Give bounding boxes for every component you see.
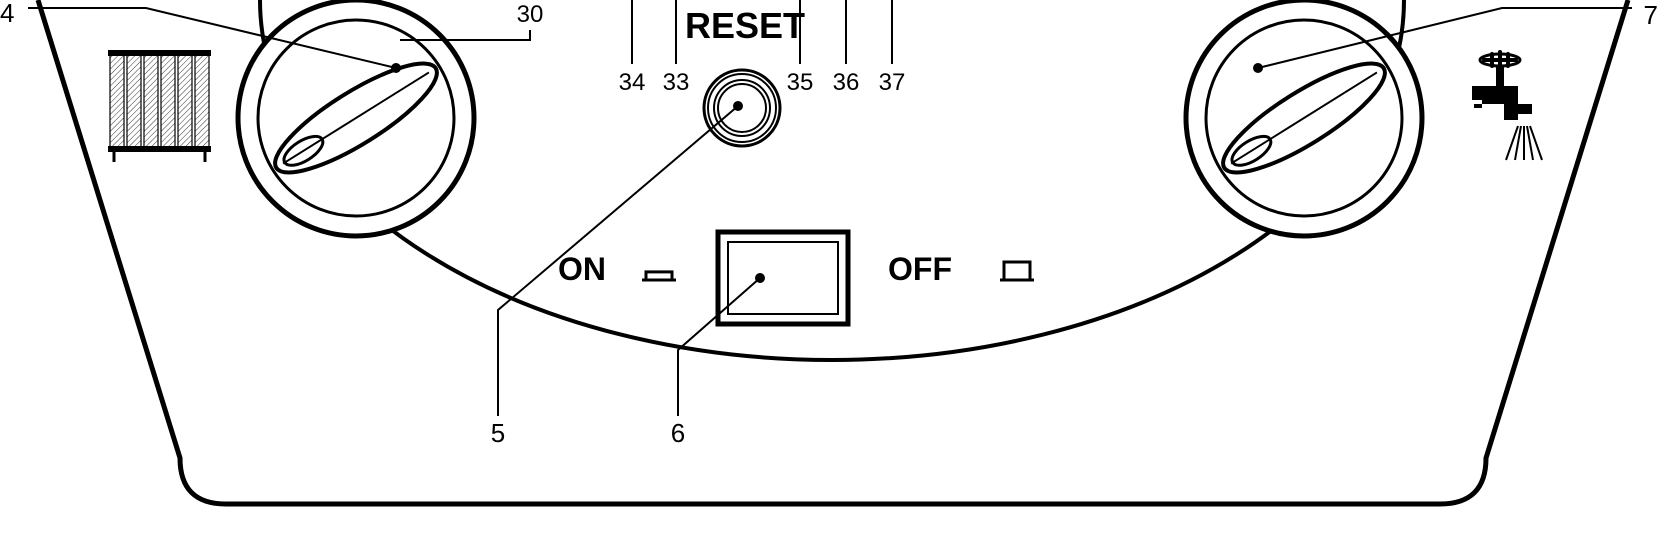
off-label: OFF — [888, 251, 952, 287]
callout-7: 7 — [1644, 0, 1658, 30]
reset-label: RESET — [685, 5, 805, 46]
callout-34: 34 — [619, 69, 646, 96]
callout-35: 35 — [787, 69, 814, 96]
leader-line — [498, 106, 738, 416]
callout-6: 6 — [671, 418, 685, 448]
callout-37: 37 — [879, 69, 906, 96]
callout-5: 5 — [491, 418, 505, 448]
leader-dot — [755, 273, 765, 283]
callout-4: 4 — [0, 0, 14, 28]
on-symbol-icon — [642, 272, 676, 280]
callout-33: 33 — [663, 69, 690, 96]
callout-30: 30 — [517, 1, 544, 28]
leader-dot — [1253, 63, 1263, 73]
leader-dot — [391, 63, 401, 73]
callout-36: 36 — [833, 69, 860, 96]
radiator-icon — [108, 50, 211, 162]
leader-dot — [733, 101, 743, 111]
on-label: ON — [558, 251, 606, 287]
heating-temperature-dial[interactable] — [238, 0, 474, 236]
tap-icon — [1454, 52, 1542, 160]
off-symbol-icon — [1000, 262, 1034, 280]
power-switch[interactable] — [718, 232, 848, 324]
